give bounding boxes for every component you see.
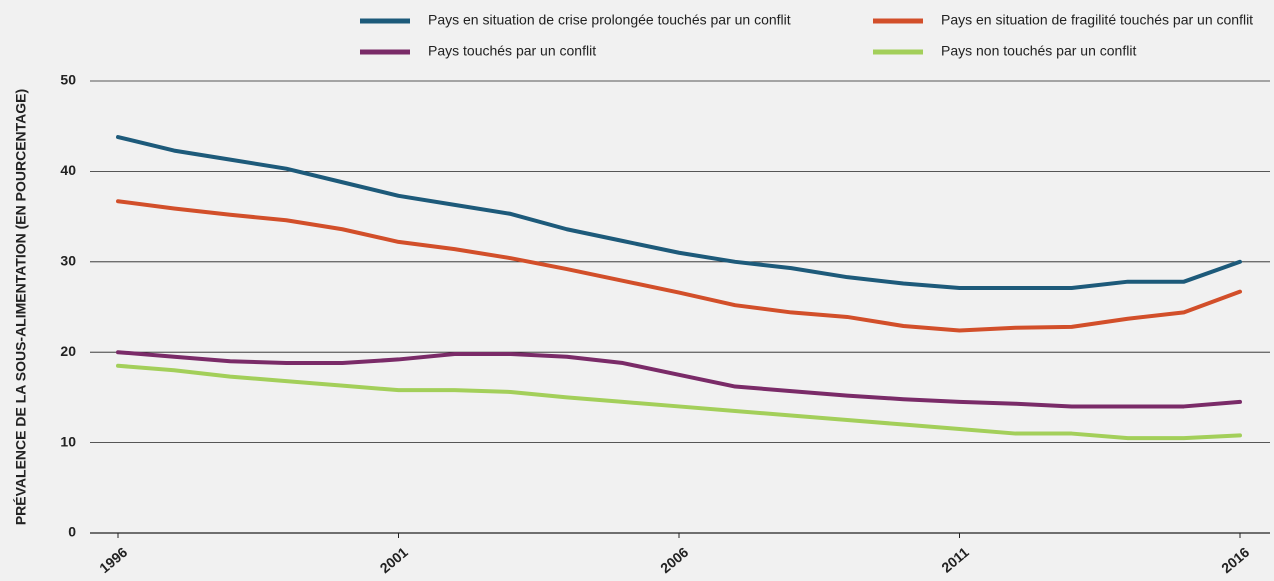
y-tick-label: 0 [68, 524, 76, 540]
series-line [116, 135, 1242, 291]
legend-label: Pays touchés par un conflit [428, 43, 596, 59]
x-tick-label: 2016 [1218, 544, 1252, 576]
legend-label: Pays en situation de crise prolongée tou… [428, 12, 791, 28]
y-tick-label: 10 [60, 433, 76, 449]
series-line [116, 363, 1242, 441]
series-line [116, 350, 1242, 409]
y-tick-label: 30 [60, 253, 76, 269]
y-tick-label: 40 [60, 162, 76, 178]
y-tick-label: 50 [60, 72, 76, 88]
y-tick-label: 20 [60, 343, 76, 359]
y-axis-label: PRÉVALENCE DE LA SOUS-ALIMENTATION (EN P… [13, 89, 29, 525]
x-tick-label: 2006 [657, 544, 691, 576]
legend-label: Pays en situation de fragilité touchés p… [941, 12, 1253, 28]
x-tick-label: 2011 [938, 544, 972, 576]
legend-label: Pays non touchés par un conflit [941, 43, 1136, 59]
series-line [116, 199, 1242, 333]
x-tick-label: 2001 [377, 544, 411, 576]
x-tick-label: 1996 [96, 544, 130, 576]
